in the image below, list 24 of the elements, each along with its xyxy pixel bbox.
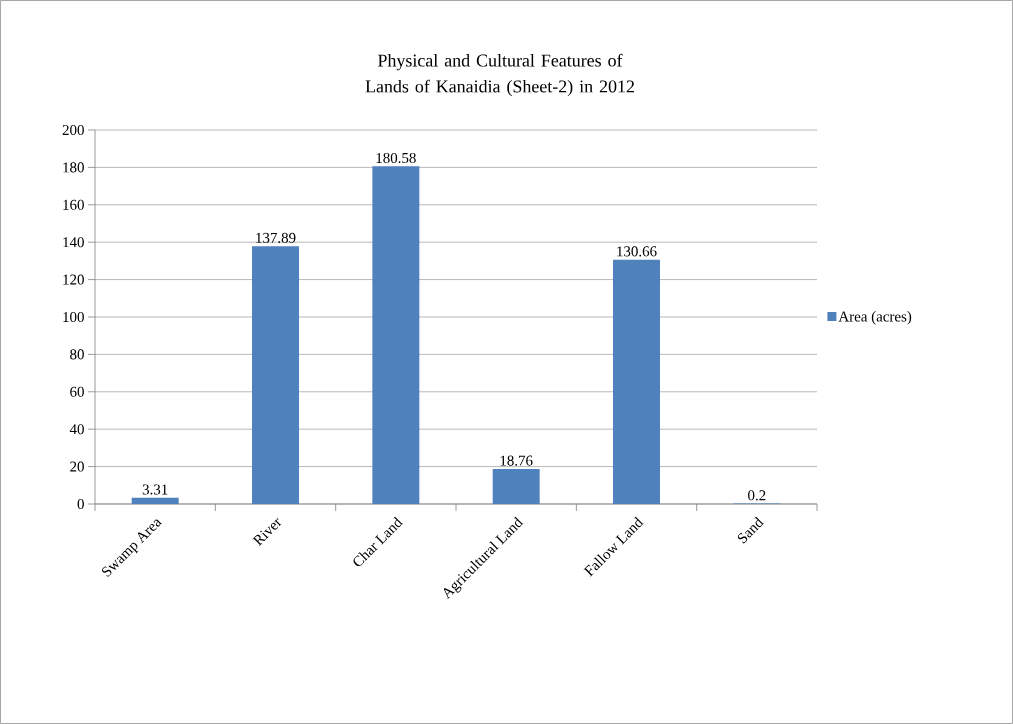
y-tick-label: 20	[70, 461, 84, 472]
y-tick-label: 80	[70, 349, 84, 360]
y-tick-label: 200	[62, 124, 84, 136]
y-tick-label: 100	[63, 311, 84, 323]
bar	[613, 259, 661, 504]
data-label: 137.89	[256, 232, 296, 243]
y-tick-label: 60	[70, 386, 84, 397]
y-tick-label: 0	[77, 498, 84, 510]
data-label: 130.66	[617, 246, 657, 257]
y-tick-label: 140	[63, 237, 84, 248]
data-label: 180.58	[376, 152, 416, 164]
y-tick-label: 40	[69, 424, 84, 435]
data-label: 0.2	[748, 490, 766, 501]
data-label: 3.31	[142, 484, 168, 495]
bar	[492, 468, 540, 504]
legend-label: Area (acres)	[838, 311, 912, 325]
y-tick-label: 160	[63, 199, 84, 210]
chart-title: Physical and Cultural Features of Lands of Kanaidia (Sheet-2) in 2012	[365, 53, 634, 97]
data-label: 18.76	[500, 455, 533, 466]
bar	[252, 246, 300, 504]
bar	[131, 497, 179, 504]
y-tick-label: 180	[63, 162, 84, 173]
bar	[372, 166, 420, 504]
y-tick-label: 120	[63, 274, 84, 285]
